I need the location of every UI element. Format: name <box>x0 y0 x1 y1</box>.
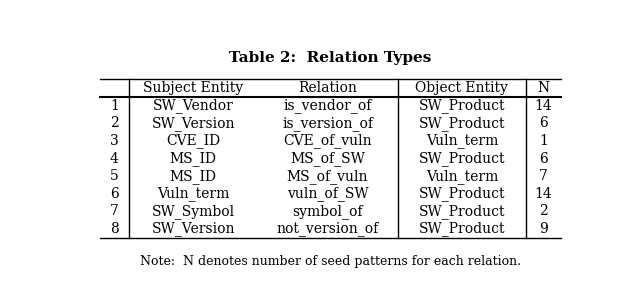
Text: 2: 2 <box>110 116 119 130</box>
Text: SW_Product: SW_Product <box>419 151 505 166</box>
Text: 3: 3 <box>110 134 119 148</box>
Text: SW_Product: SW_Product <box>419 186 505 201</box>
Text: symbol_of: symbol_of <box>292 204 363 219</box>
Text: 7: 7 <box>539 169 548 183</box>
Text: Vuln_term: Vuln_term <box>426 169 498 184</box>
Text: SW_Version: SW_Version <box>152 116 235 131</box>
Text: SW_Product: SW_Product <box>419 204 505 219</box>
Text: 1: 1 <box>539 134 548 148</box>
Text: 2: 2 <box>540 204 548 218</box>
Text: 8: 8 <box>110 222 119 236</box>
Text: MS_ID: MS_ID <box>170 151 217 166</box>
Text: Subject Entity: Subject Entity <box>143 81 243 95</box>
Text: Table 2:  Relation Types: Table 2: Relation Types <box>229 51 431 65</box>
Text: Object Entity: Object Entity <box>415 81 508 95</box>
Text: N: N <box>538 81 550 95</box>
Text: 9: 9 <box>540 222 548 236</box>
Text: Relation: Relation <box>298 81 357 95</box>
Text: MS_of_vuln: MS_of_vuln <box>287 169 368 184</box>
Text: SW_Product: SW_Product <box>419 98 505 113</box>
Text: 6: 6 <box>540 152 548 165</box>
Text: MS_of_SW: MS_of_SW <box>290 151 365 166</box>
Text: CVE_ID: CVE_ID <box>166 134 220 148</box>
Text: is_version_of: is_version_of <box>282 116 373 131</box>
Text: MS_ID: MS_ID <box>170 169 217 184</box>
Text: Vuln_term: Vuln_term <box>426 134 498 148</box>
Text: CVE_of_vuln: CVE_of_vuln <box>284 134 372 148</box>
Text: SW_Version: SW_Version <box>152 222 235 236</box>
Text: 6: 6 <box>110 187 119 201</box>
Text: 6: 6 <box>540 116 548 130</box>
Text: 1: 1 <box>110 99 119 113</box>
Text: Vuln_term: Vuln_term <box>157 186 230 201</box>
Text: not_version_of: not_version_of <box>276 222 379 236</box>
Text: 4: 4 <box>110 152 119 165</box>
Text: SW_Symbol: SW_Symbol <box>152 204 235 219</box>
Text: SW_Product: SW_Product <box>419 222 505 236</box>
Text: 5: 5 <box>110 169 119 183</box>
Text: 14: 14 <box>535 187 552 201</box>
Text: is_vendor_of: is_vendor_of <box>284 98 372 113</box>
Text: SW_Vendor: SW_Vendor <box>153 98 234 113</box>
Text: Note:  N denotes number of seed patterns for each relation.: Note: N denotes number of seed patterns … <box>140 255 521 268</box>
Text: vuln_of_SW: vuln_of_SW <box>287 186 369 201</box>
Text: 7: 7 <box>110 204 119 218</box>
Text: 14: 14 <box>535 99 552 113</box>
Text: SW_Product: SW_Product <box>419 116 505 131</box>
